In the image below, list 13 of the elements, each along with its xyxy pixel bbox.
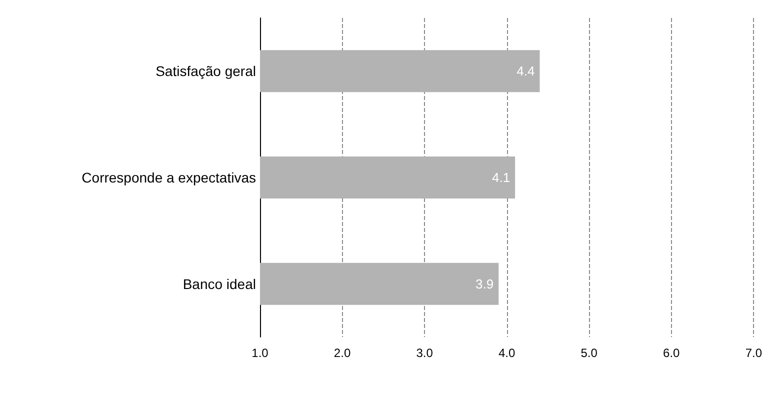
x-tick-label: 2.0 [334, 346, 351, 360]
x-tick-label: 5.0 [580, 346, 598, 360]
y-tick-label: Corresponde a expectativas [82, 170, 256, 186]
data-label: 4.4 [516, 64, 535, 79]
y-tick-label: Satisfação geral [156, 63, 256, 80]
data-label: 3.9 [476, 276, 494, 292]
x-tick-label: 1.0 [252, 346, 269, 360]
data-label: 4.1 [492, 170, 510, 185]
x-tick-label: 4.0 [498, 346, 516, 360]
x-tick-label: 3.0 [416, 346, 434, 360]
y-tick-label: Banco ideal [182, 276, 256, 292]
x-tick-label: 6.0 [663, 346, 680, 360]
x-tick-label: 7.0 [745, 346, 762, 360]
